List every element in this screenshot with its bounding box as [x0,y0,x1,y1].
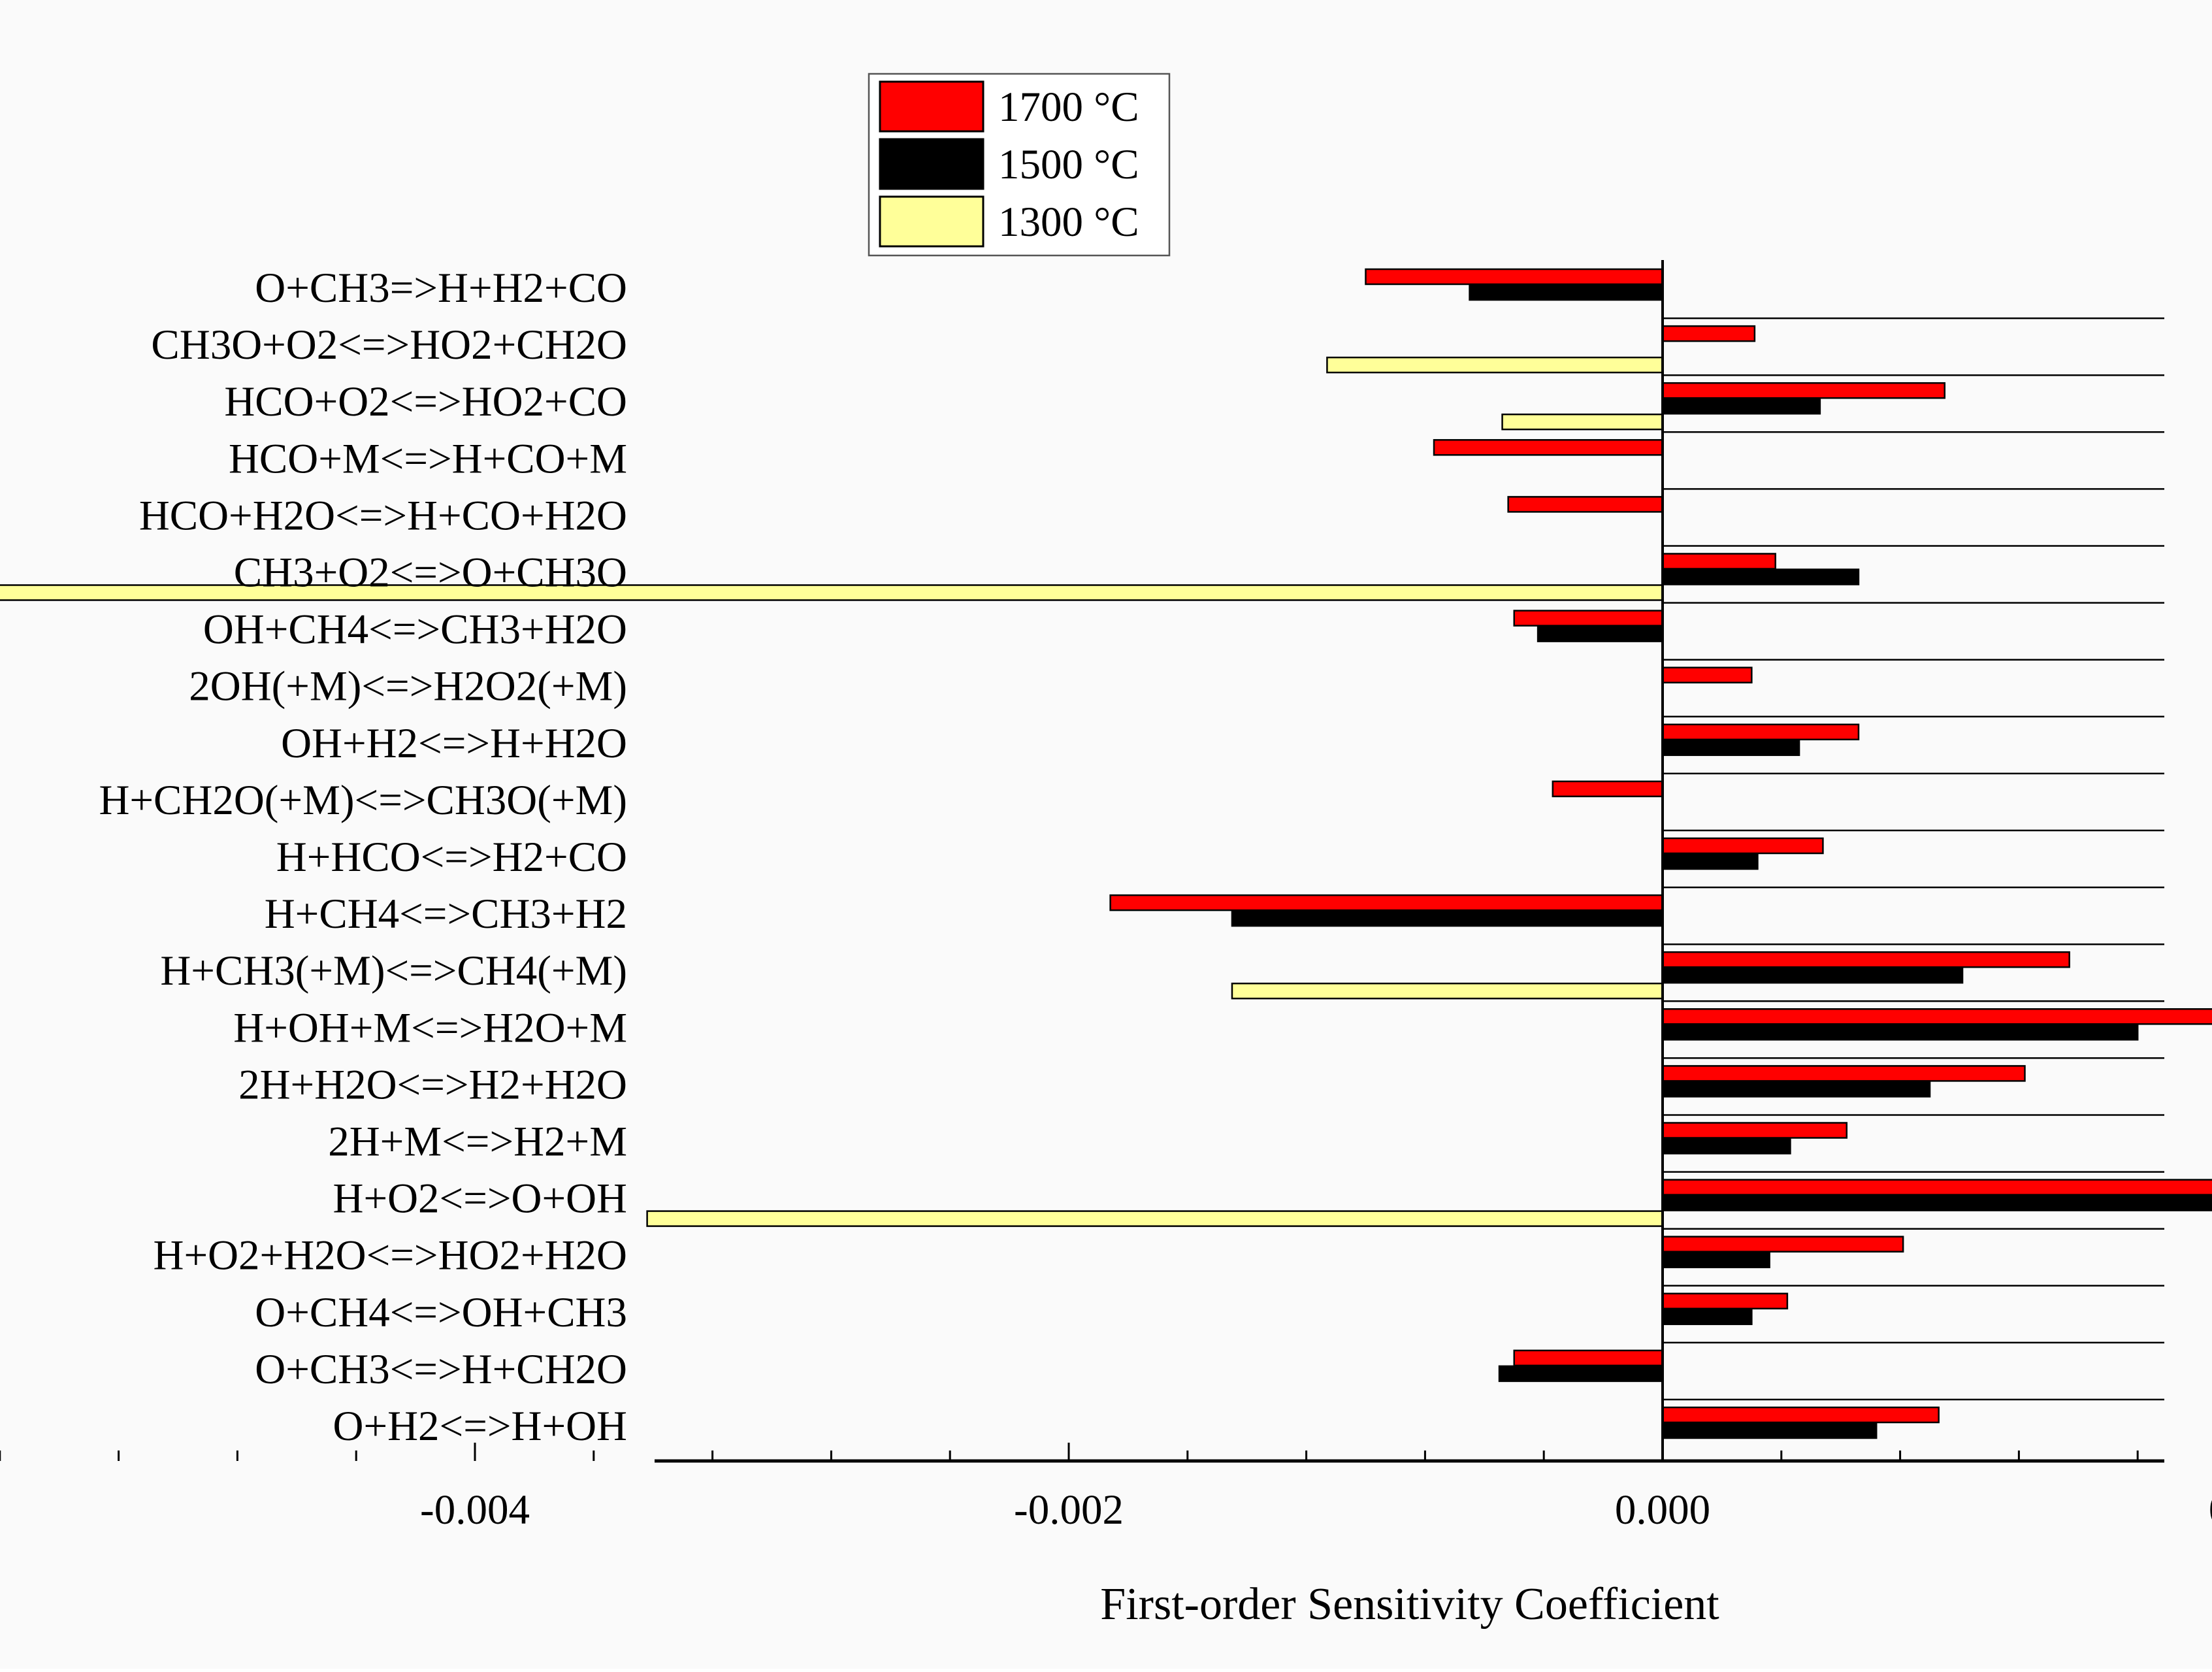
bar-black [1469,284,1664,301]
bar-red [1661,1008,2212,1025]
bar-yellow [646,1210,1664,1227]
bar-black [1661,568,1860,585]
bar-black [1661,853,1759,870]
x-tick-label: 0.002 [2209,1486,2212,1533]
legend-label: 1300 °C [998,199,1139,246]
category-label: H+O2+H2O<=>HO2+H2O [154,1232,627,1279]
bar-red [1661,666,1753,683]
bar-black [1661,1251,1770,1268]
bar-black [1661,1138,1791,1155]
bar-black [1661,1422,1878,1439]
bar-red [1661,1236,1904,1253]
x-tick-label: -0.004 [420,1486,530,1533]
bar-black [1231,910,1664,927]
bar-red [1109,894,1664,911]
category-labels: O+CH3=>H+H2+CO CH3O+O2<=>HO2+CH2O HCO+O2<=… [99,265,627,1450]
bar-red [1661,325,1756,342]
bar-black [1661,1024,2139,1041]
bar-black [1498,1365,1664,1383]
bar-red [1661,1065,2026,1082]
bar-red [1507,496,1664,513]
bar-yellow [1231,982,1664,1000]
category-label: HCO+O2<=>HO2+CO [224,378,627,425]
bar-yellow [1326,356,1664,374]
category-label: H+O2<=>O+OH [333,1175,628,1222]
bar-red [1661,837,1824,855]
bar-red [1661,723,1860,741]
legend-swatch [879,80,984,133]
bar-red [1661,1292,1789,1310]
category-label: 2H+H2O<=>H2+H2O [238,1061,627,1108]
bar-black [1661,739,1800,757]
bar-red [1513,1349,1664,1367]
legend-label: 1500 °C [998,141,1139,188]
category-label: OH+H2<=>H+H2O [281,720,627,767]
bar-red [1433,439,1664,456]
bar-red [1661,1179,2212,1196]
legend-swatch [879,138,984,190]
legend-label: 1700 °C [998,84,1139,131]
x-tick-label: 0.000 [1615,1486,1710,1533]
x-tick-label: -0.002 [1014,1486,1124,1533]
category-label: O+CH3<=>H+CH2O [255,1346,627,1393]
bar-red [1661,553,1776,570]
category-label: CH3+O2<=>O+CH3O [234,549,627,597]
bar-red [1661,951,2070,968]
category-label: O+CH4<=>OH+CH3 [255,1289,627,1336]
category-label: 2H+M<=>H2+M [328,1119,627,1166]
category-label: HCO+M<=>H+CO+M [229,435,627,482]
category-label: H+CH2O(+M)<=>CH3O(+M) [99,777,627,824]
bar-black [1661,1194,2212,1211]
category-label: 2OH(+M)<=>H2O2(+M) [189,663,627,710]
bar-black [1661,1308,1753,1326]
category-separators [1663,317,2164,1401]
bar-red [1552,780,1664,798]
legend: 1700 °C 1500 °C 1300 °C [868,73,1171,257]
bar-black [1661,1081,1931,1098]
category-label: CH3O+O2<=>HO2+CH2O [151,321,627,369]
category-label: H+OH+M<=>H2O+M [233,1004,627,1051]
category-label: H+CH3(+M)<=>CH4(+M) [160,947,627,994]
category-label: H+HCO<=>H2+CO [276,834,627,881]
bar-red [1513,610,1664,627]
bar-yellow [1501,413,1664,431]
bar-red [1661,1406,1940,1424]
category-label: O+CH3=>H+H2+CO [255,265,627,312]
category-label: H+CH4<=>CH3+H2 [265,891,627,938]
bar-black [1537,625,1664,642]
bar-red [1661,1122,1848,1139]
x-axis-title: First-order Sensitivity Coefficient [1100,1579,1719,1630]
bar-red [1365,268,1664,286]
bar-red [1661,382,1946,399]
category-label: OH+CH4<=>CH3+H2O [203,606,627,653]
bar-black [1661,397,1821,415]
bar-black [1661,966,1964,984]
legend-swatch [879,195,984,248]
category-label: O+H2<=>H+OH [333,1403,628,1450]
category-label: HCO+H2O<=>H+CO+H2O [139,492,627,539]
